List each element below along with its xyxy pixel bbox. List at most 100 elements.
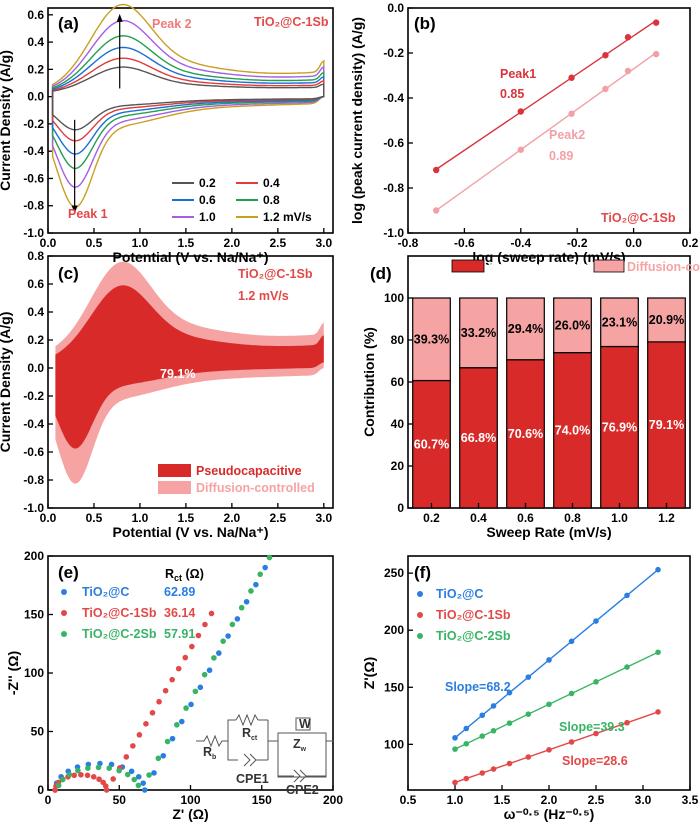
x-tick-label: 2.5 — [269, 511, 286, 525]
data-point — [463, 775, 470, 782]
y-tick-label: 0 — [397, 501, 404, 515]
x-tick-label: 0.0 — [40, 236, 57, 250]
data-point — [164, 738, 171, 745]
data-point — [140, 780, 147, 786]
data-point — [216, 650, 222, 656]
bar-label: 76.9% — [602, 420, 637, 434]
bar-segment — [459, 297, 498, 369]
panel-label: (b) — [414, 14, 436, 33]
data-point — [517, 146, 524, 153]
cpe1-label: CPE1 — [236, 772, 269, 786]
rct-value: 57.91 — [164, 627, 195, 641]
data-point — [155, 755, 162, 762]
rb-label: Rb — [203, 745, 216, 761]
legend-swatch — [158, 464, 191, 477]
y-tick-label: 0.0 — [27, 90, 44, 104]
bar-segment — [506, 297, 545, 361]
x-tick-label: 3.5 — [682, 793, 699, 807]
rct-resistor — [235, 713, 259, 727]
x-tick-label: 1.2 — [658, 511, 675, 525]
bar-label: 26.0% — [555, 318, 590, 332]
panel-b: -0.8 -0.6 -0.4 -0.2 0.0 0.2-1.0-0.8-0.6-0.4-0… — [349, 1, 699, 265]
zw-label: Zw — [293, 737, 307, 753]
data-point — [174, 722, 180, 728]
peak1-slope: 0.85 — [500, 87, 524, 101]
data-point — [131, 776, 138, 783]
data-point — [262, 564, 268, 571]
data-point — [85, 765, 91, 771]
y-tick-label: 0.6 — [27, 8, 44, 22]
x-tick-label: -0.6 — [454, 236, 475, 250]
legend-label: 1.0 — [199, 210, 216, 224]
y-tick-label: -0.8 — [23, 199, 44, 213]
bar-segment — [600, 297, 639, 348]
y-axis-label: log (peak current density) (A/g) — [349, 17, 365, 224]
x-tick-label: 2.5 — [269, 236, 286, 250]
y-tick-label: -1.0 — [383, 226, 404, 240]
y-tick-label: -0.4 — [383, 91, 404, 105]
legend-marker — [61, 631, 67, 637]
data-point — [136, 732, 143, 738]
peak1-arrowhead — [71, 205, 78, 214]
x-tick-label: -0.2 — [567, 236, 588, 250]
y-axis-label: Current Density (A/g) — [0, 312, 13, 453]
y-tick-label: 200 — [384, 623, 404, 637]
legend-swatch — [593, 259, 625, 273]
peak1-label: Peak 1 — [68, 207, 108, 221]
data-point — [253, 581, 259, 588]
data-point — [506, 689, 513, 696]
panel-f: 0.5 1.0 1.5 2.0 2.5 3.0 3.5 100 150 200 250 TiO₂@C T… — [361, 555, 699, 822]
x-tick-label: 2.5 — [588, 793, 605, 807]
legend-label: TiO₂@C-1Sb — [82, 606, 157, 620]
data-point — [506, 720, 513, 726]
data-point — [624, 34, 632, 41]
data-point — [169, 735, 176, 742]
data-point — [90, 774, 97, 780]
x-tick-label: 3.0 — [635, 793, 652, 807]
fit-line — [435, 52, 657, 211]
data-point — [135, 782, 142, 789]
bar-label: 74.0% — [555, 423, 590, 437]
data-point — [143, 721, 149, 727]
data-point — [546, 657, 552, 663]
data-point — [106, 765, 113, 771]
data-point — [103, 787, 110, 793]
y-tick-label: 0.6 — [27, 277, 44, 291]
legend-label: TiO₂@C-1Sb — [436, 608, 511, 622]
data-point — [490, 727, 497, 734]
y-tick-label: 80 — [391, 333, 405, 347]
legend-label: 0.4 — [263, 176, 280, 190]
rate-annotation: 1.2 mV/s — [238, 289, 289, 303]
panel-e: 0 50 100 150 200 0 50 100 150 200 TiO₂@C 62.89 TiO₂@… — [5, 549, 343, 822]
data-point — [655, 566, 661, 573]
x-axis-label: Sweep Rate (mV/s) — [486, 524, 611, 540]
peak2-arrowhead — [116, 13, 123, 22]
data-point — [75, 767, 81, 774]
y-tick-label: 50 — [31, 725, 45, 739]
panel-a: 0.0 0.5 1.0 1.5 2.0 2.5 3.0 -1.0 -0.8 -0.6 -0.4 -0.… — [0, 3, 334, 265]
data-point — [546, 701, 552, 708]
x-tick-label: 0.6 — [517, 511, 534, 525]
data-point — [234, 616, 241, 622]
x-tick-label: 50 — [113, 793, 127, 807]
bar-segment — [553, 297, 592, 354]
legend-label: Diffusion-controlled — [627, 260, 700, 274]
bar-segment — [647, 297, 686, 343]
x-axis-label: ω⁻⁰·⁵ (Hz⁻⁰·⁵) — [504, 806, 595, 822]
x-tick-label: 0.0 — [625, 236, 642, 250]
x-tick-label: 3.0 — [315, 511, 332, 525]
data-point — [55, 782, 62, 789]
bar-label: 29.4% — [508, 322, 543, 336]
x-tick-label: 0.4 — [470, 511, 487, 525]
data-point — [602, 52, 609, 59]
data-point — [546, 747, 552, 753]
data-point — [517, 108, 524, 115]
y-tick-label: 0.4 — [27, 35, 44, 49]
legend-label: 1.2 mV/s — [263, 210, 312, 224]
data-point — [568, 690, 575, 697]
data-point — [433, 207, 440, 214]
peak2-label: Peak 2 — [152, 17, 192, 31]
data-point — [110, 776, 116, 782]
data-point — [116, 767, 122, 774]
peak2-name: Peak2 — [549, 128, 585, 142]
